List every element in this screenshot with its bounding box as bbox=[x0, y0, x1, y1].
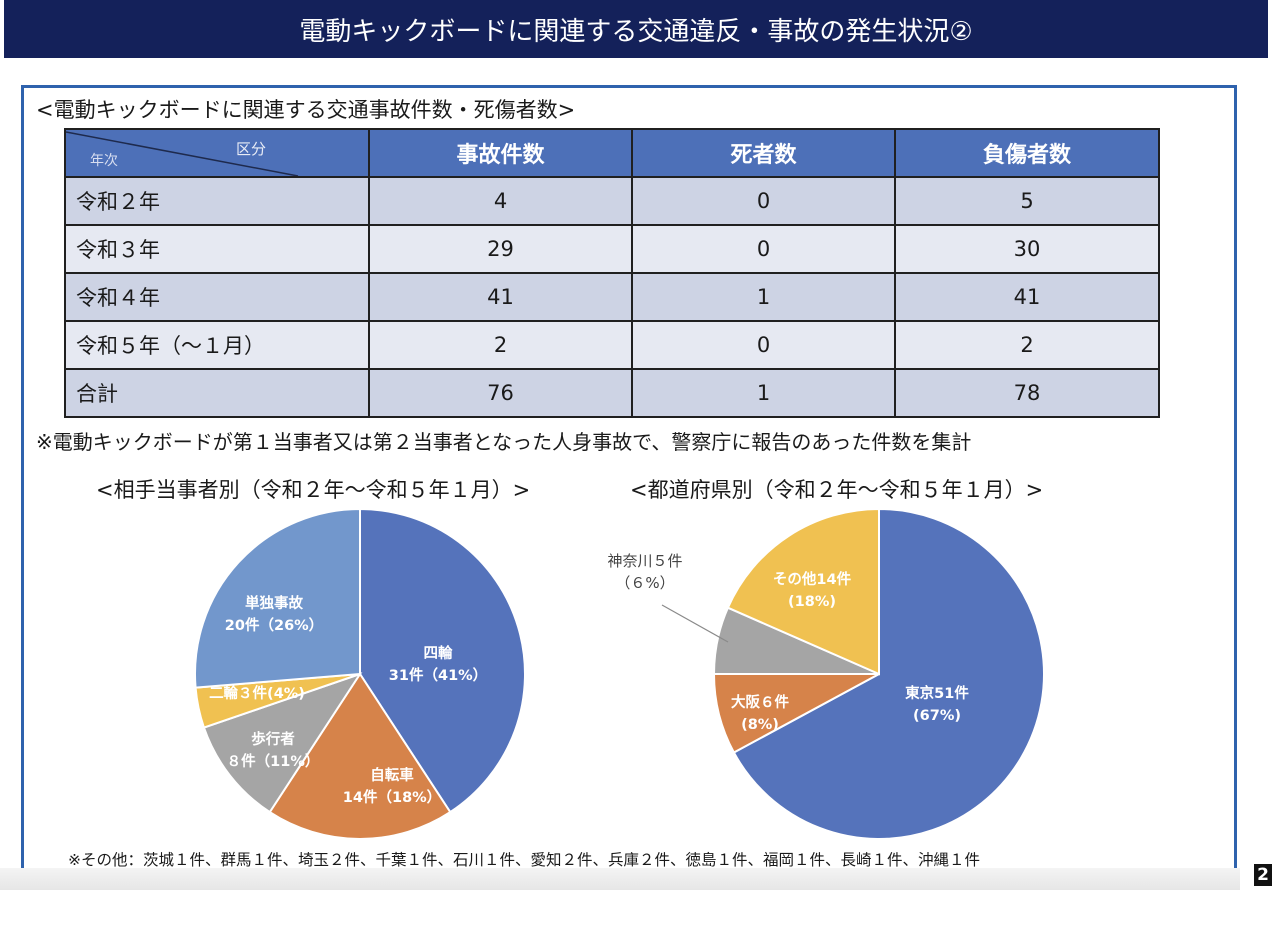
table-row: 令和２年 4 0 5 bbox=[64, 176, 1160, 226]
pie-label-単独事故: 単独事故 bbox=[245, 594, 303, 612]
pie-slice-自転車 bbox=[268, 672, 452, 840]
pie-label-歩行者: 歩行者 bbox=[251, 730, 295, 748]
table-note: ※電動キックボードが第１当事者又は第２当事者となった人身事故で、警察庁に報告のあ… bbox=[36, 430, 972, 454]
table-row: 令和４年 41 1 41 bbox=[64, 272, 1160, 322]
pie-label-二輪: 二輪３件(4%) bbox=[209, 684, 305, 702]
row-injuries: 30 bbox=[894, 224, 1160, 274]
row-injuries: 2 bbox=[894, 320, 1160, 370]
pie-label-大阪: 大阪６件 bbox=[731, 693, 789, 711]
pie-chart-prefecture: 東京51件 (67%) 大阪６件 (8%) 神奈川５件 （６%） その他14件 (18%) bbox=[607, 507, 1045, 840]
row-year: 合計 bbox=[64, 368, 370, 418]
pie-label-東京: (67%) bbox=[913, 708, 961, 724]
pie-slice-歩行者 bbox=[202, 672, 363, 814]
row-deaths: 1 bbox=[631, 272, 896, 322]
pie-label-その他: その他14件 bbox=[773, 570, 852, 588]
table-corner-cell: 区分 年次 bbox=[64, 128, 370, 178]
row-deaths: 0 bbox=[631, 224, 896, 274]
pie-label-神奈川: （６%） bbox=[615, 574, 674, 592]
leader-line-kanagawa bbox=[661, 604, 729, 643]
accident-stats-table: 区分 年次 事故件数 死者数 負傷者数 令和２年 4 0 5 令和３年 29 0… bbox=[64, 128, 1160, 418]
pie-slice-単独事故 bbox=[194, 507, 361, 689]
pie-label-歩行者: ８件（11%） bbox=[227, 752, 320, 770]
pie-label-神奈川: 神奈川５件 bbox=[607, 552, 682, 570]
header-deaths: 死者数 bbox=[631, 128, 896, 178]
row-injuries: 78 bbox=[894, 368, 1160, 418]
page-title: 電動キックボードに関連する交通違反・事故の発生状況② bbox=[4, 0, 1268, 58]
row-injuries: 5 bbox=[894, 176, 1160, 226]
table-row: 令和３年 29 0 30 bbox=[64, 224, 1160, 274]
row-accidents: 41 bbox=[368, 272, 633, 322]
row-accidents: 2 bbox=[368, 320, 633, 370]
corner-category-label: 区分 bbox=[236, 140, 267, 158]
row-accidents: 76 bbox=[368, 368, 633, 418]
pie-slice-その他 bbox=[726, 507, 880, 676]
corner-year-label: 年次 bbox=[90, 153, 118, 169]
footnote: ※その他：茨城１件、群馬１件、埼玉２件、千葉１件、石川１件、愛知２件、兵庫２件、… bbox=[68, 851, 980, 869]
pie-title-prefecture: <都道府県別（令和２年～令和５年１月）> bbox=[630, 478, 1044, 502]
pie-slice-東京 bbox=[732, 507, 1045, 840]
header-injuries: 負傷者数 bbox=[894, 128, 1160, 178]
table-row: 令和５年（～１月） 2 0 2 bbox=[64, 320, 1160, 370]
row-year: 令和４年 bbox=[64, 272, 370, 322]
row-accidents: 29 bbox=[368, 224, 633, 274]
header-accidents: 事故件数 bbox=[368, 128, 633, 178]
corner-diagonal bbox=[66, 131, 299, 176]
row-year: 令和５年（～１月） bbox=[64, 320, 370, 370]
pie-title-party: <相手当事者別（令和２年～令和５年１月）> bbox=[96, 478, 531, 502]
pie-label-四輪: 31件（41%） bbox=[389, 666, 487, 684]
row-accidents: 4 bbox=[368, 176, 633, 226]
row-deaths: 0 bbox=[631, 176, 896, 226]
table-row: 合計 76 1 78 bbox=[64, 368, 1160, 418]
pie-label-四輪: 四輪 bbox=[424, 644, 453, 662]
pie-chart-party: 四輪 31件（41%） 自転車 14件（18%） 歩行者 ８件（11%） 二輪３件(4%) 単… bbox=[194, 507, 526, 840]
row-year: 令和３年 bbox=[64, 224, 370, 274]
pie-label-大阪: (8%) bbox=[741, 717, 779, 733]
row-deaths: 1 bbox=[631, 368, 896, 418]
page-number: 2 bbox=[1254, 864, 1272, 886]
pie-label-その他: (18%) bbox=[788, 594, 836, 610]
row-year: 令和２年 bbox=[64, 176, 370, 226]
pie-label-単独事故: 20件（26%） bbox=[225, 616, 323, 634]
bottom-shadow bbox=[0, 868, 1240, 890]
row-deaths: 0 bbox=[631, 320, 896, 370]
pie-label-東京: 東京51件 bbox=[905, 684, 969, 702]
row-injuries: 41 bbox=[894, 272, 1160, 322]
pie-label-自転車: 14件（18%） bbox=[343, 788, 441, 806]
pie-label-自転車: 自転車 bbox=[370, 766, 414, 784]
table-section-title: <電動キックボードに関連する交通事故件数・死傷者数> bbox=[36, 98, 576, 122]
table-header-row: 区分 年次 事故件数 死者数 負傷者数 bbox=[64, 128, 1160, 178]
